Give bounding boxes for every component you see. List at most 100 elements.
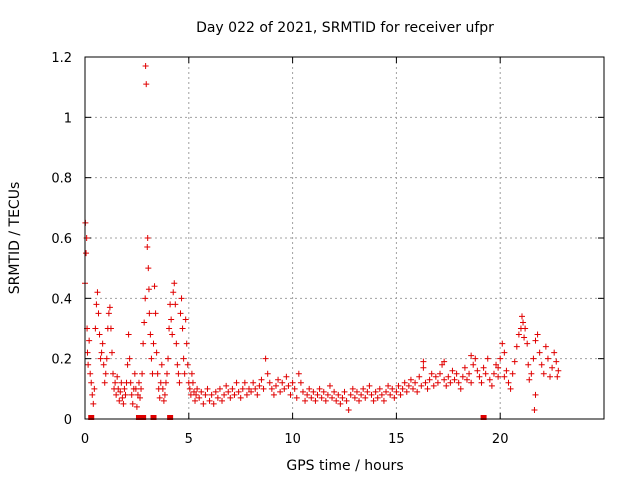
zero-value-marker (88, 415, 95, 420)
data-point (530, 355, 537, 362)
data-point (116, 397, 123, 404)
data-point (190, 388, 197, 395)
data-point (166, 325, 173, 332)
data-point (94, 289, 101, 296)
data-point (310, 388, 317, 395)
data-point (196, 394, 203, 401)
y-tick-label: 0.8 (51, 172, 72, 187)
data-point (351, 394, 358, 401)
data-point (318, 394, 325, 401)
data-point (277, 388, 284, 395)
data-point (193, 391, 200, 398)
data-point (145, 286, 152, 293)
data-point (509, 370, 516, 377)
zero-value-marker (167, 415, 174, 420)
data-point (314, 391, 321, 398)
data-point (214, 394, 221, 401)
data-point (385, 382, 392, 389)
data-point (507, 385, 514, 392)
data-point (239, 385, 246, 392)
data-point (153, 349, 160, 356)
data-point (98, 349, 105, 356)
data-point (426, 376, 433, 383)
data-point (436, 370, 443, 377)
data-point (549, 364, 556, 371)
data-point (160, 397, 167, 404)
data-point (132, 385, 139, 392)
data-point (420, 364, 427, 371)
y-axis-label: SRMTID / TECUs (7, 182, 23, 295)
data-point (146, 310, 153, 317)
data-point (331, 388, 338, 395)
data-point (248, 388, 255, 395)
data-point (105, 310, 112, 317)
data-point (297, 379, 304, 386)
data-point (520, 319, 527, 326)
x-tick-label: 10 (284, 432, 301, 447)
data-point (474, 367, 481, 374)
data-point (356, 397, 363, 404)
data-point (139, 370, 146, 377)
data-point (86, 337, 93, 344)
data-point (405, 382, 412, 389)
data-point (403, 388, 410, 395)
data-point (320, 388, 327, 395)
data-point (142, 295, 149, 302)
data-point (526, 376, 533, 383)
data-point (302, 397, 309, 404)
data-point (168, 316, 175, 323)
data-point (142, 63, 149, 70)
data-point (522, 325, 529, 332)
y-tick-label: 0 (64, 413, 72, 428)
data-point (181, 370, 188, 377)
data-point (170, 289, 177, 296)
data-point (312, 397, 319, 404)
data-point (472, 355, 479, 362)
data-point (110, 370, 117, 377)
data-point (92, 325, 99, 332)
data-point (97, 355, 104, 362)
data-point (227, 394, 234, 401)
data-point (445, 373, 452, 380)
data-point (380, 397, 387, 404)
data-point (353, 388, 360, 395)
axis-ticks (84, 56, 604, 420)
data-point (179, 325, 186, 332)
data-point (202, 391, 209, 398)
data-point (463, 376, 470, 383)
data-point (200, 400, 207, 407)
data-point (308, 394, 315, 401)
data-point (186, 385, 193, 392)
data-point (221, 391, 228, 398)
data-point (457, 385, 464, 392)
data-point (358, 391, 365, 398)
data-point (157, 379, 164, 386)
data-point (112, 379, 119, 386)
data-point (229, 385, 236, 392)
data-point (493, 361, 500, 368)
data-point (176, 379, 183, 386)
data-point (503, 367, 510, 374)
data-point (370, 397, 377, 404)
data-point (83, 250, 90, 257)
data-point (414, 388, 421, 395)
data-point (148, 355, 155, 362)
data-point (401, 379, 408, 386)
x-tick-label: 15 (388, 432, 405, 447)
data-point (133, 403, 140, 410)
data-point (165, 355, 172, 362)
data-point (177, 310, 184, 317)
data-point (536, 349, 543, 356)
data-point (256, 382, 263, 389)
data-point (376, 385, 383, 392)
data-point (501, 349, 508, 356)
data-point (152, 310, 159, 317)
data-point (184, 361, 191, 368)
x-tick-label: 20 (492, 432, 509, 447)
data-point (151, 283, 158, 290)
data-point (461, 364, 468, 371)
data-point (150, 340, 157, 347)
data-point (329, 394, 336, 401)
x-tick-label: 0 (81, 432, 89, 447)
